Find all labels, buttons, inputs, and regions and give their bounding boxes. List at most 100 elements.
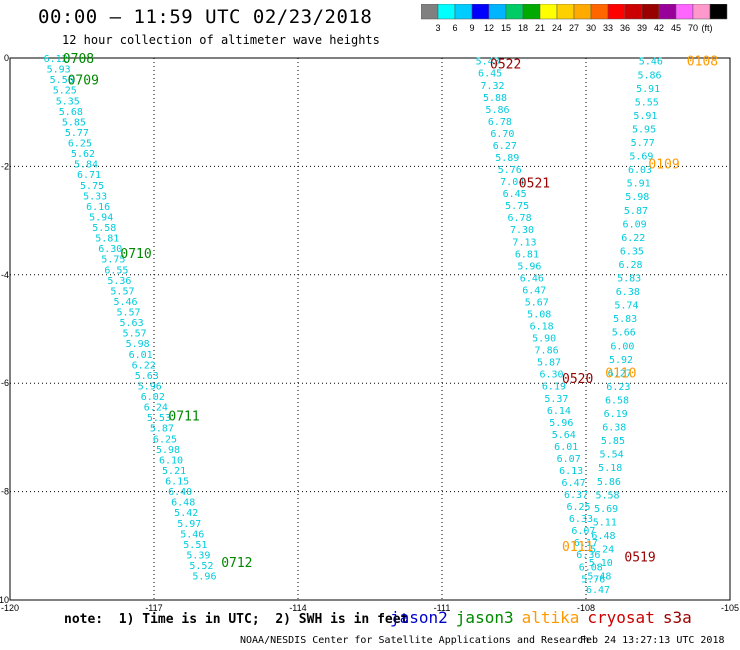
wave-height-value: 5.46 (113, 297, 137, 308)
wave-height-value: 5.24 (590, 545, 614, 556)
wave-height-value: 5.75 (80, 181, 104, 192)
wave-height-value: 5.42 (174, 508, 198, 519)
wave-height-value: 5.35 (56, 96, 80, 107)
y-tick-label: -8 (1, 487, 9, 497)
wave-height-value: 5.36 (107, 276, 131, 287)
wave-height-value: 6.25 (566, 502, 590, 513)
wave-height-value: 6.47 (562, 478, 586, 489)
wave-height-value: 6.71 (77, 170, 101, 181)
wave-height-value: 6.37 (564, 490, 588, 501)
y-tick-label: -2 (1, 161, 9, 171)
wave-height-map: -120 -117 -114 -111 -108 -105 0 -2 -4 -6 -8 -10 6.12… (0, 52, 739, 613)
colorbar-label: (ft) (702, 23, 713, 33)
wave-height-value: 6.48 (171, 498, 195, 509)
satellite-legend: jason2 jason3 altika cryosat s3a (390, 608, 700, 627)
wave-height-value: 5.87 (537, 358, 561, 369)
wave-height-value: 5.76 (581, 574, 605, 585)
wave-height-value: 5.46 (639, 57, 663, 68)
wave-height-value: 5.57 (110, 286, 134, 297)
wave-height-value: 7.30 (510, 225, 534, 236)
colorbar-label: 36 (620, 23, 630, 33)
map-frame (9, 57, 731, 601)
wave-height-value: 6.58 (605, 395, 629, 406)
wave-height-value: 5.87 (150, 424, 174, 435)
track-jason3: 6.125.935.565.255.355.685.855.776.255.62… (44, 52, 253, 583)
wave-height-value: 6.45 (503, 189, 527, 200)
wave-height-value: 5.96 (138, 381, 162, 392)
wave-height-value: 5.85 (601, 436, 625, 447)
wave-height-value: 5.68 (59, 107, 83, 118)
colorbar-label: 15 (501, 23, 511, 33)
x-tick-label: -108 (577, 603, 595, 613)
wave-height-value: 5.55 (635, 97, 659, 108)
wave-height-value: 6.22 (132, 360, 156, 371)
pass-time-label: 0110 (605, 366, 636, 381)
pass-time-label: 0521 (519, 177, 550, 192)
wave-height-value: 5.21 (162, 466, 186, 477)
wave-height-value: 5.56 (50, 75, 74, 86)
wave-height-value: 5.77 (65, 128, 89, 139)
wave-height-value: 6.12 (44, 54, 68, 65)
colorbar-label: 3 (435, 23, 440, 33)
wave-height-value: 5.63 (135, 371, 159, 382)
wave-height-value: 5.91 (627, 179, 651, 190)
wave-height-value: 6.48 (591, 531, 615, 542)
generated-timestamp: Feb 24 13:27:13 UTC 2018 (580, 635, 725, 646)
wave-height-value: 5.18 (598, 463, 622, 474)
wave-height-value: 6.03 (628, 165, 652, 176)
colorbar-label: 45 (671, 23, 681, 33)
wave-height-value: 5.86 (597, 477, 621, 488)
wave-height-value: 6.38 (602, 423, 626, 434)
wave-height-value: 5.37 (544, 394, 568, 405)
wave-height-value: 6.09 (623, 219, 647, 230)
wave-height-value: 5.33 (83, 191, 107, 202)
wave-height-value: 5.95 (632, 124, 656, 135)
wave-height-value: 6.45 (478, 69, 502, 80)
wave-height-value: 5.57 (116, 308, 140, 319)
wave-height-value: 5.08 (527, 309, 551, 320)
wave-height-value: 5.98 (156, 445, 180, 456)
wave-height-value: 5.96 (192, 572, 216, 583)
wave-height-value: 6.08 (579, 562, 603, 573)
wave-height-value: 6.55 (104, 265, 128, 276)
map-grid (10, 58, 730, 600)
wave-height-value: 6.07 (571, 526, 595, 537)
wave-height-value: 5.43 (476, 57, 500, 68)
pass-time-label: 0710 (120, 247, 151, 262)
wave-height-value: 5.85 (62, 117, 86, 128)
wave-height-value: 5.74 (614, 301, 638, 312)
wave-height-value: 5.93 (47, 65, 71, 76)
wave-height-value: 5.10 (589, 558, 613, 569)
wave-height-value: 5.91 (633, 111, 657, 122)
wave-height-value: 6.22 (621, 233, 645, 244)
wave-height-value: 5.64 (552, 430, 576, 441)
wave-height-value: 5.98 (126, 339, 150, 350)
wave-height-value: 6.01 (554, 442, 578, 453)
wave-height-value: 6.38 (616, 287, 640, 298)
colorbar-label: 30 (586, 23, 596, 33)
wave-height-value: 7.32 (481, 81, 505, 92)
wave-height-value: 5.90 (532, 334, 556, 345)
page-title: 00:00 – 11:59 UTC 02/23/2018 (38, 6, 373, 28)
wave-height-value: 5.58 (92, 223, 116, 234)
wave-height-value: 6.70 (490, 129, 514, 140)
wave-height-value: 5.69 (629, 152, 653, 163)
wave-height-value: 5.94 (89, 212, 113, 223)
wave-height-value: 6.19 (604, 409, 628, 420)
colorbar-label: 24 (552, 23, 562, 33)
wave-height-value: 5.75 (505, 201, 529, 212)
footnote: note: 1) Time is in UTC; 2) SWH is in fe… (64, 612, 409, 627)
wave-height-value: 6.23 (606, 382, 630, 393)
wave-height-value: 6.36 (576, 550, 600, 561)
track-altika: 5.46 5.86 5.91 5.55 5.91 5.95 5.77 5.69 6.03 5.91… (562, 55, 718, 596)
wave-height-value: 6.07 (557, 454, 581, 465)
x-tick-label: -114 (289, 603, 306, 613)
wave-height-value: 6.13 (559, 466, 583, 477)
pass-time-label: 0519 (624, 551, 655, 566)
track-cryosat: 5.436.457.325.885.866.786.706.275.895.76… (476, 57, 656, 586)
legend-jason2: jason2 (390, 608, 448, 627)
credit-text: NOAA/NESDIS Center for Satellite Applica… (240, 635, 590, 646)
wave-height-value: 6.81 (515, 249, 539, 260)
wave-height-value: 6.28 (618, 260, 642, 271)
pass-time-label: 0522 (490, 57, 521, 72)
